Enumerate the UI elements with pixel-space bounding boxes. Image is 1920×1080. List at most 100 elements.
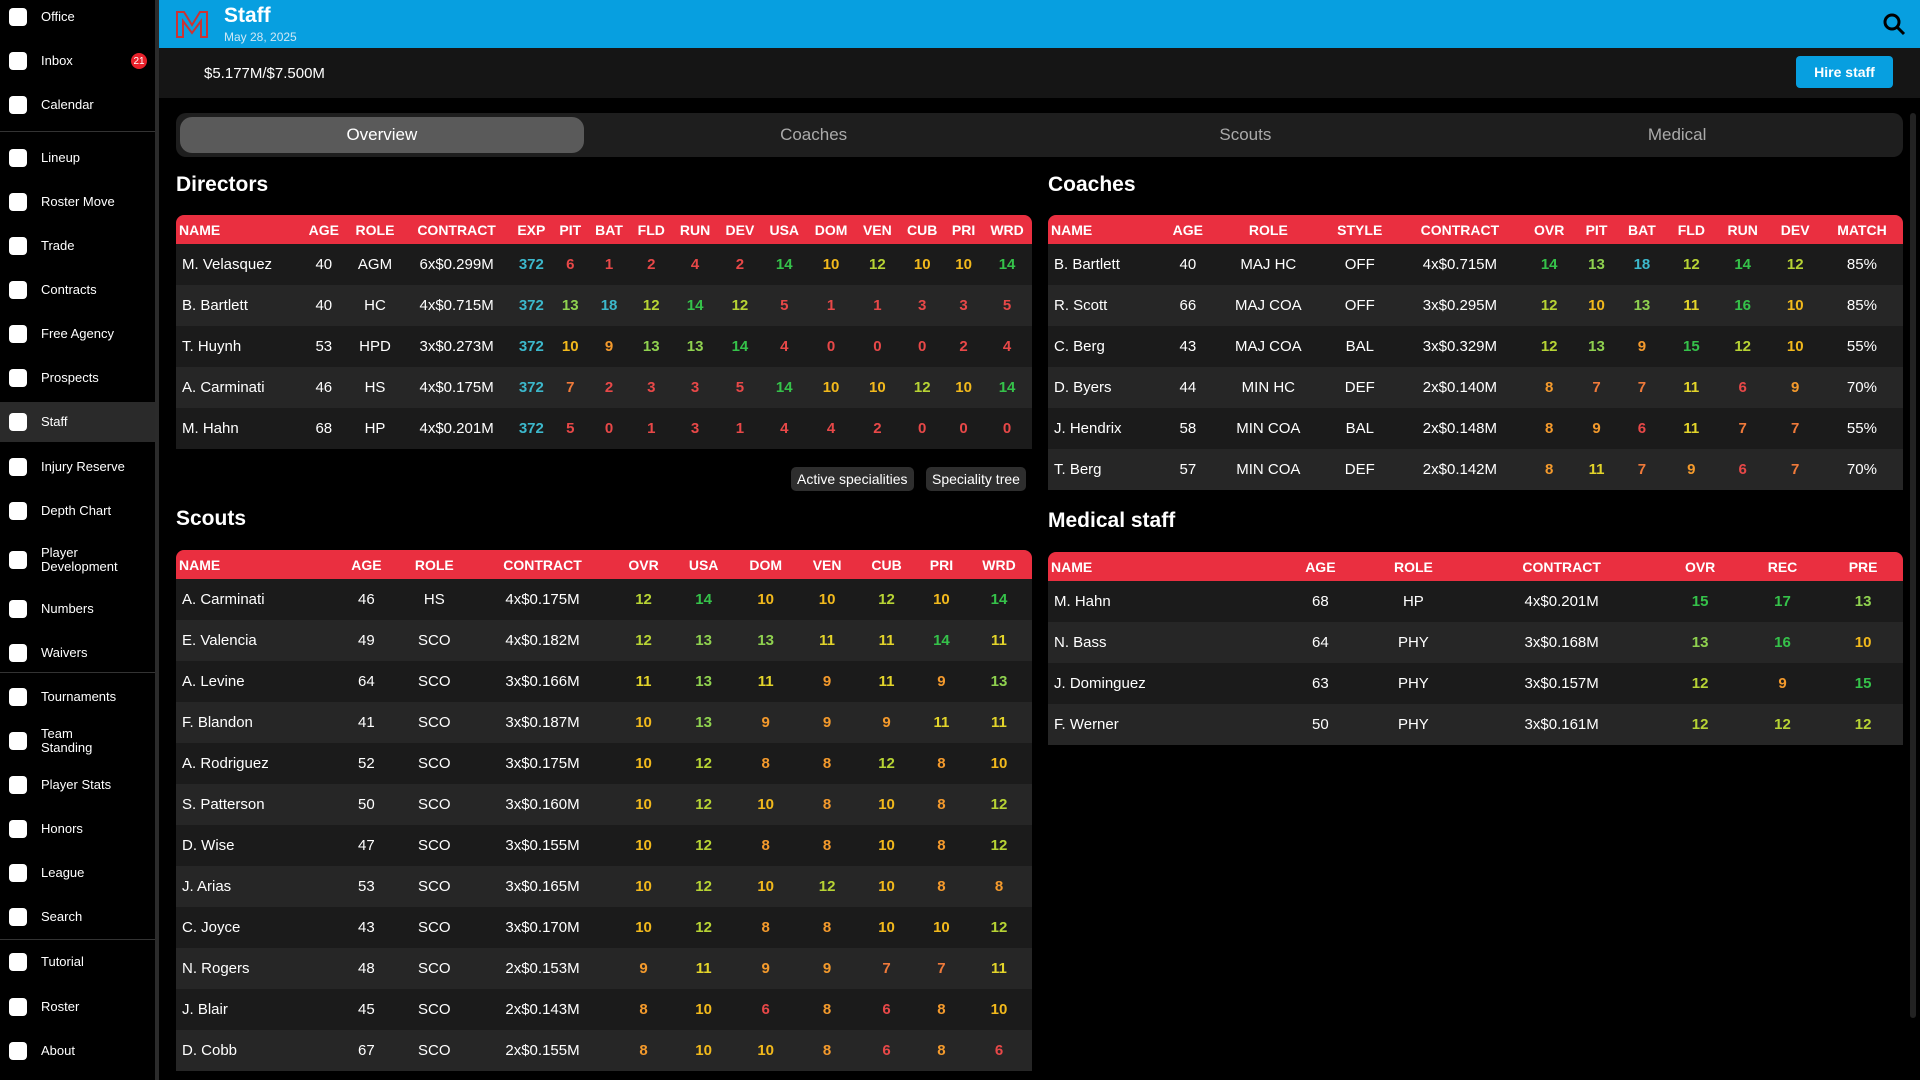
nav-icon [9,997,27,1016]
column-header: ROLE [1361,552,1465,581]
table-row[interactable]: E. Valencia 49 SCO 4x$0.182M 12 13 13 11 11 14 11 [176,620,1032,661]
nav-item[interactable]: Tournaments [0,677,155,717]
column-header: NAME [1048,215,1162,244]
table-row[interactable]: D. Cobb 67 SCO 2x$0.155M 8 10 10 8 6 8 6 [176,1030,1032,1071]
cell: 10 [945,367,983,408]
nav-item[interactable]: Honors [0,809,155,849]
cell: 11 [733,661,798,702]
table-row[interactable]: C. Joyce 43 SCO 3x$0.170M 10 12 8 8 10 10 12 [176,907,1032,948]
table-row[interactable]: A. Rodriguez 52 SCO 3x$0.175M 10 12 8 8 12 8 10 [176,743,1032,784]
nav-item[interactable]: Inbox 21 [0,41,155,81]
nav-label: Injury Reserve [41,458,125,474]
table-row[interactable]: J. Dominguez 63 PHY 3x$0.157M 12 9 15 [1048,663,1903,704]
table-row[interactable]: C. Berg 43 MAJ COA BAL 3x$0.329M 12 13 9 15 12 10 5… [1048,326,1903,367]
nav-item[interactable]: Player Development [0,540,155,580]
cell: SCO [396,620,472,661]
cell: HP [346,408,404,449]
table-row[interactable]: J. Blair 45 SCO 2x$0.143M 8 10 6 8 6 8 10 [176,989,1032,1030]
table-row[interactable]: F. Werner 50 PHY 3x$0.161M 12 12 12 [1048,704,1903,745]
cell: 0 [945,408,983,449]
table-row[interactable]: T. Huynh 53 HPD 3x$0.273M 372 10 9 13 13 14 4 0 0 0 2 4 [176,326,1032,367]
column-header: DOM [733,550,798,579]
nav-item[interactable]: Tutorial [0,942,155,982]
tab[interactable]: Medical [1647,125,1707,144]
cell: 12 [1658,663,1742,704]
column-header: CONTRACT [471,550,614,579]
nav-item[interactable]: League [0,853,155,893]
budget-bar: $5.177M/$7.500M Hire staff [159,48,1920,98]
nav-label: Search [41,909,83,925]
table-row[interactable]: S. Patterson 50 SCO 3x$0.160M 10 12 10 8 10 8 12 [176,784,1032,825]
cell: 4 [806,408,856,449]
nav-item[interactable]: Player Stats [0,765,155,805]
cell: 64 [1278,622,1362,663]
nav-item[interactable]: Trade [0,226,155,266]
cell: 6 [965,1030,1032,1071]
table-row[interactable]: R. Scott 66 MAJ COA OFF 3x$0.295M 12 10 13 11 16 1… [1048,285,1903,326]
table-row[interactable]: B. Bartlett 40 HC 4x$0.715M 372 13 18 12 14 12 5 1 1… [176,285,1032,326]
nav-item[interactable]: Search [0,897,155,937]
table-row[interactable]: A. Carminati 46 HS 4x$0.175M 372 7 2 3 3 5 14 10 10 1… [176,367,1032,408]
tab[interactable]: Overview [180,117,584,153]
nav-item[interactable]: Injury Reserve [0,447,155,487]
table-row[interactable]: B. Bartlett 40 MAJ HC OFF 4x$0.715M 14 13 18 12 1… [1048,244,1903,285]
cell: 2x$0.155M [471,1030,614,1071]
cell: B. Bartlett [176,285,301,326]
nav-item[interactable]: Office [0,0,155,37]
cell: 9 [1769,367,1821,408]
cell: 70% [1820,367,1903,408]
cell: 9 [587,326,631,367]
table-row[interactable]: D. Wise 47 SCO 3x$0.155M 10 12 8 8 10 8 12 [176,825,1032,866]
table-row[interactable]: D. Byers 44 MIN HC DEF 2x$0.140M 8 7 7 11 6 9 70% [1048,367,1903,408]
cell: 52 [336,743,397,784]
table-row[interactable]: A. Carminati 46 HS 4x$0.175M 12 14 10 10 12 10 14 [176,579,1032,620]
coaches-table: NAME AGE ROLE STYLE CONTRACT OVR PIT BAT FLD RUN D… [1048,215,1903,490]
cell: 14 [982,244,1032,285]
speciality-button[interactable]: Active specialities [791,467,914,491]
cell: 0 [899,408,946,449]
tab[interactable]: Scouts [1219,125,1272,144]
cell: 12 [1741,704,1824,745]
nav-icon [9,369,27,388]
hire-button[interactable]: Hire staff [1796,56,1893,88]
nav-item[interactable]: Contracts [0,270,155,310]
cell: 10 [945,244,983,285]
nav-item[interactable]: About [0,1031,155,1071]
cell: 1 [718,408,762,449]
cell: 4x$0.715M [1397,244,1523,285]
nav-item[interactable]: Free Agency [0,314,155,354]
directors-table: NAME AGE ROLE CONTRACT EXP PIT BAT FLD RUN DEV USA… [176,215,1032,449]
table-row[interactable]: T. Berg 57 MIN COA DEF 2x$0.142M 8 11 7 9 6 7 70% [1048,449,1903,490]
nav-item[interactable]: Numbers [0,589,155,629]
tab[interactable]: Coaches [780,125,848,144]
nav-item[interactable]: Roster Move [0,182,155,222]
nav-label: Contracts [41,282,97,298]
table-row[interactable]: M. Velasquez 40 AGM 6x$0.299M 372 6 1 2 4 2 14 10 12… [176,244,1032,285]
table-row[interactable]: J. Hendrix 58 MIN COA BAL 2x$0.148M 8 9 6 11 7 7 55… [1048,408,1903,449]
nav-item[interactable]: Prospects [0,358,155,398]
column-header: PIT [552,215,588,244]
table-row[interactable]: N. Rogers 48 SCO 2x$0.153M 9 11 9 9 7 7 11 [176,948,1032,989]
column-header: STYLE [1322,215,1398,244]
table-row[interactable]: F. Blandon 41 SCO 3x$0.187M 10 13 9 9 9 11 11 [176,702,1032,743]
table-row[interactable]: J. Arias 53 SCO 3x$0.165M 10 12 10 12 10 8 8 [176,866,1032,907]
section-title: Coaches [1048,173,1136,196]
nav-icon [9,819,27,838]
nav-item[interactable]: Lineup [0,138,155,178]
nav-icon [9,599,27,618]
table-row[interactable]: A. Levine 64 SCO 3x$0.166M 11 13 11 9 11 9 13 [176,661,1032,702]
cell: 13 [1617,285,1667,326]
nav-item[interactable]: Staff [0,402,155,443]
table-row[interactable]: M. Hahn 68 HP 4x$0.201M 372 5 0 1 3 1 4 4 2 0 0 0 [176,408,1032,449]
column-header: CUB [899,215,946,244]
nav-item[interactable]: Roster [0,987,155,1027]
nav-item[interactable]: Team Standing [0,721,155,761]
search-icon[interactable] [1882,12,1906,36]
table-row[interactable]: N. Bass 64 PHY 3x$0.168M 13 16 10 [1048,622,1903,663]
table-row[interactable]: M. Hahn 68 HP 4x$0.201M 15 17 13 [1048,581,1903,622]
speciality-button[interactable]: Speciality tree [926,467,1026,491]
cell: A. Carminati [176,367,301,408]
nav-item[interactable]: Waivers [0,633,155,673]
nav-item[interactable]: Calendar [0,85,155,125]
nav-item[interactable]: Depth Chart [0,491,155,531]
